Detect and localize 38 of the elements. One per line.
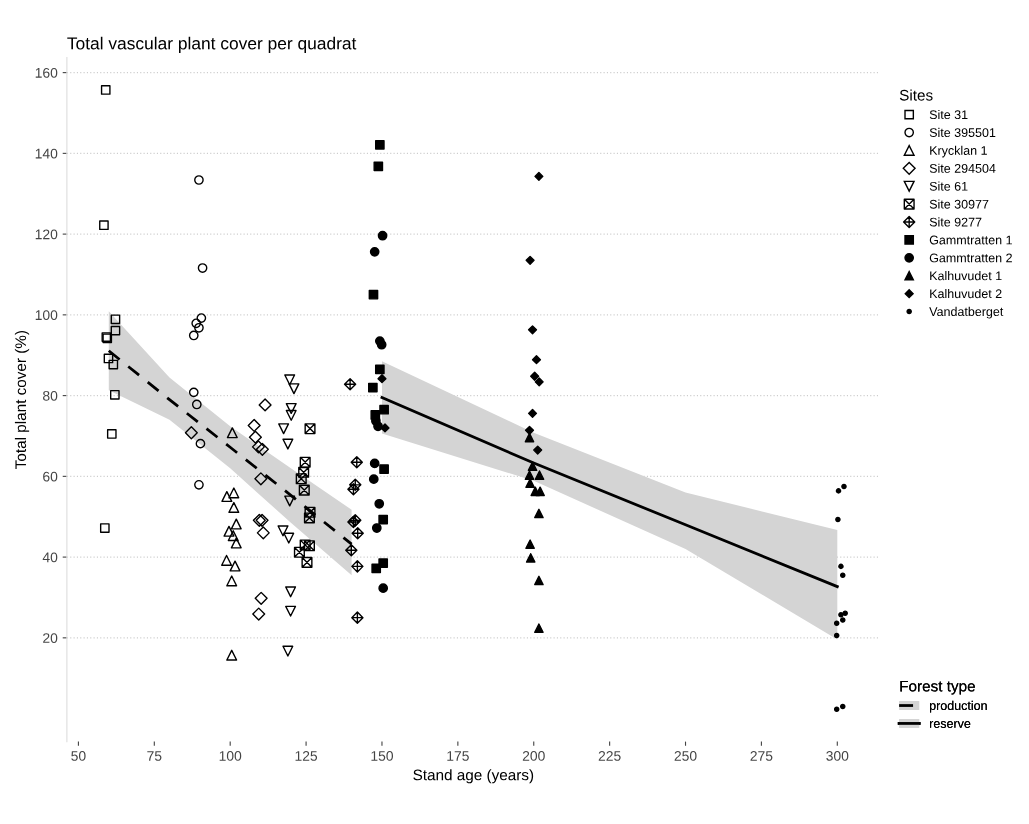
legend-label: Site 294504 — [929, 163, 996, 173]
legend-label: production — [929, 700, 987, 713]
legend-label: Kalhuvudet 2 — [930, 288, 1002, 299]
legend-label: Krycklan 1 — [930, 145, 987, 158]
x-tick-label: 250 — [674, 750, 697, 761]
x-tick-label: 125 — [295, 750, 318, 761]
x-tick-label: 75 — [147, 751, 162, 761]
legend-label: Kalhuvudet 1 — [930, 271, 1002, 281]
y-tick-label: 120 — [35, 229, 58, 240]
y-tick-label: 20 — [43, 633, 58, 644]
x-tick-label: 100 — [219, 750, 242, 761]
legend-label: Site 30977 — [929, 199, 989, 209]
text: Forest type — [900, 680, 975, 695]
legend-label: Site 31 — [929, 109, 968, 120]
legend-label: Vandatberget — [929, 306, 1004, 319]
y-axis-title: Total plant cover (%) — [14, 330, 30, 469]
x-tick-label: 225 — [598, 750, 621, 761]
x-tick-label: 300 — [826, 750, 849, 761]
chart-title: Total vascular plant cover per quadrat — [67, 36, 357, 53]
legend-label: Gammtratten 2 — [929, 253, 1012, 263]
y-tick-label: 140 — [35, 148, 58, 159]
legend-label: Site 9277 — [929, 217, 982, 227]
x-tick-label: 200 — [522, 750, 545, 761]
x-tick-label: 275 — [750, 750, 773, 761]
y-tick-label: 80 — [43, 390, 58, 401]
y-tick-label: 40 — [42, 552, 58, 563]
x-tick-label: 150 — [371, 750, 394, 761]
text: Sites — [899, 89, 933, 101]
y-tick-label: 160 — [35, 67, 58, 78]
legend-label: Site 395501 — [929, 127, 996, 138]
x-tick-label: 50 — [71, 750, 86, 761]
y-tick-label: 100 — [35, 310, 58, 321]
legend-label: Gammtratten 1 — [929, 235, 1012, 245]
y-tick-label: 60 — [43, 471, 58, 482]
legend-label: reserve — [930, 721, 971, 728]
x-tick-label: 175 — [447, 751, 469, 761]
legend-label: Site 61 — [929, 181, 968, 191]
x-axis-title: Stand age (years) — [413, 769, 534, 784]
